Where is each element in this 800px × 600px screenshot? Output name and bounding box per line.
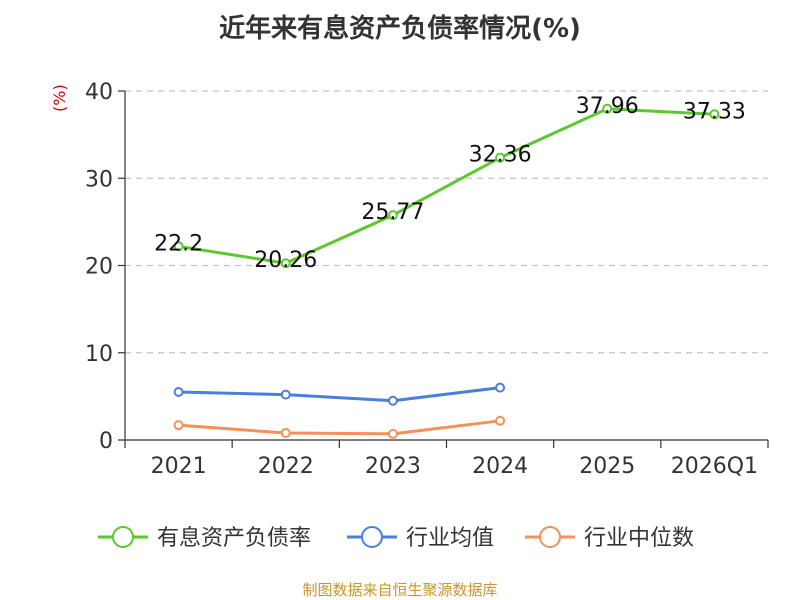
x-tick-label: 2021 bbox=[151, 454, 207, 479]
data-label: 22.2 bbox=[154, 231, 203, 256]
data-point bbox=[602, 103, 613, 114]
x-tick-label: 2024 bbox=[472, 454, 528, 479]
data-point bbox=[280, 389, 291, 400]
legend-marker bbox=[112, 526, 134, 548]
data-point bbox=[173, 420, 184, 431]
y-tick-label: 20 bbox=[85, 255, 113, 280]
y-tick-label: 30 bbox=[85, 167, 113, 192]
x-tick-label: 2022 bbox=[258, 454, 314, 479]
series-line-0 bbox=[178, 107, 715, 265]
data-point bbox=[495, 415, 506, 426]
chart-title: 近年来有息资产负债率情况(%) bbox=[219, 14, 581, 44]
data-label: 37.33 bbox=[683, 99, 746, 124]
data-point bbox=[387, 428, 398, 439]
data-point bbox=[709, 109, 720, 120]
x-tick-label: 2023 bbox=[365, 454, 421, 479]
data-point bbox=[280, 428, 291, 439]
legend-label: 行业均值 bbox=[406, 526, 494, 551]
data-label: 32.36 bbox=[469, 143, 532, 168]
data-point bbox=[387, 395, 398, 406]
data-point bbox=[173, 241, 184, 252]
data-point bbox=[173, 387, 184, 398]
legend-label: 有息资产负债率 bbox=[157, 526, 311, 551]
data-point bbox=[387, 210, 398, 221]
data-source-note: 制图数据来自恒生聚源数据库 bbox=[302, 581, 498, 599]
x-tick-label: 2026Q1 bbox=[671, 454, 758, 479]
series-line-2 bbox=[178, 419, 501, 436]
y-tick-label: 10 bbox=[85, 342, 113, 367]
x-tick-label: 2025 bbox=[579, 454, 635, 479]
data-label: 25.77 bbox=[361, 200, 424, 225]
data-label: 37.96 bbox=[576, 94, 639, 119]
data-point bbox=[495, 152, 506, 163]
data-point bbox=[495, 382, 506, 393]
legend-marker bbox=[539, 526, 561, 548]
y-tick-label: 40 bbox=[85, 80, 113, 105]
legend-label: 行业中位数 bbox=[584, 526, 694, 551]
legend-marker bbox=[361, 526, 383, 548]
y-tick-label: 0 bbox=[99, 429, 113, 454]
data-point bbox=[280, 258, 291, 269]
data-label: 20.26 bbox=[254, 248, 317, 273]
series-line-1 bbox=[178, 386, 501, 403]
